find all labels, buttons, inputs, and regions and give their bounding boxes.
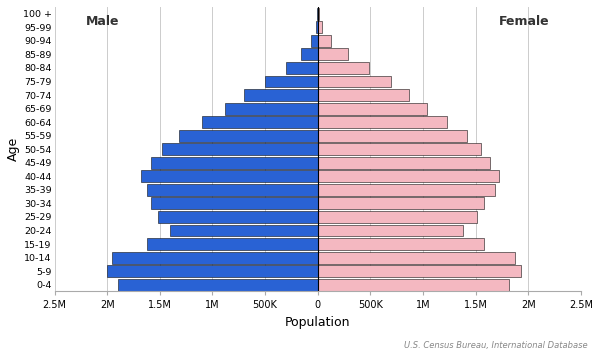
Y-axis label: Age: Age: [7, 137, 20, 161]
X-axis label: Population: Population: [285, 316, 350, 329]
Bar: [318, 225, 463, 237]
Bar: [265, 76, 318, 88]
Bar: [318, 62, 370, 74]
Bar: [118, 279, 318, 290]
Bar: [318, 197, 484, 209]
Bar: [318, 116, 448, 128]
Bar: [318, 252, 515, 264]
Bar: [318, 76, 391, 88]
Bar: [162, 143, 318, 155]
Bar: [318, 89, 409, 101]
Bar: [151, 197, 318, 209]
Bar: [112, 252, 318, 264]
Bar: [318, 211, 477, 223]
Bar: [170, 225, 318, 237]
Bar: [318, 48, 349, 60]
Bar: [318, 279, 509, 290]
Bar: [151, 157, 318, 169]
Bar: [301, 48, 318, 60]
Text: Male: Male: [86, 15, 119, 28]
Bar: [316, 21, 318, 33]
Bar: [141, 170, 318, 182]
Bar: [318, 130, 467, 142]
Bar: [158, 211, 318, 223]
Bar: [318, 143, 481, 155]
Bar: [147, 238, 318, 250]
Bar: [318, 184, 495, 196]
Bar: [286, 62, 318, 74]
Bar: [318, 103, 427, 114]
Bar: [147, 184, 318, 196]
Bar: [244, 89, 318, 101]
Text: U.S. Census Bureau, International Database: U.S. Census Bureau, International Databa…: [404, 341, 588, 350]
Bar: [318, 21, 322, 33]
Bar: [318, 265, 521, 277]
Bar: [202, 116, 318, 128]
Bar: [225, 103, 318, 114]
Bar: [107, 265, 318, 277]
Bar: [318, 8, 319, 20]
Bar: [179, 130, 318, 142]
Text: Female: Female: [499, 15, 550, 28]
Bar: [318, 170, 499, 182]
Bar: [311, 35, 318, 47]
Bar: [318, 238, 484, 250]
Bar: [318, 35, 331, 47]
Bar: [318, 157, 490, 169]
